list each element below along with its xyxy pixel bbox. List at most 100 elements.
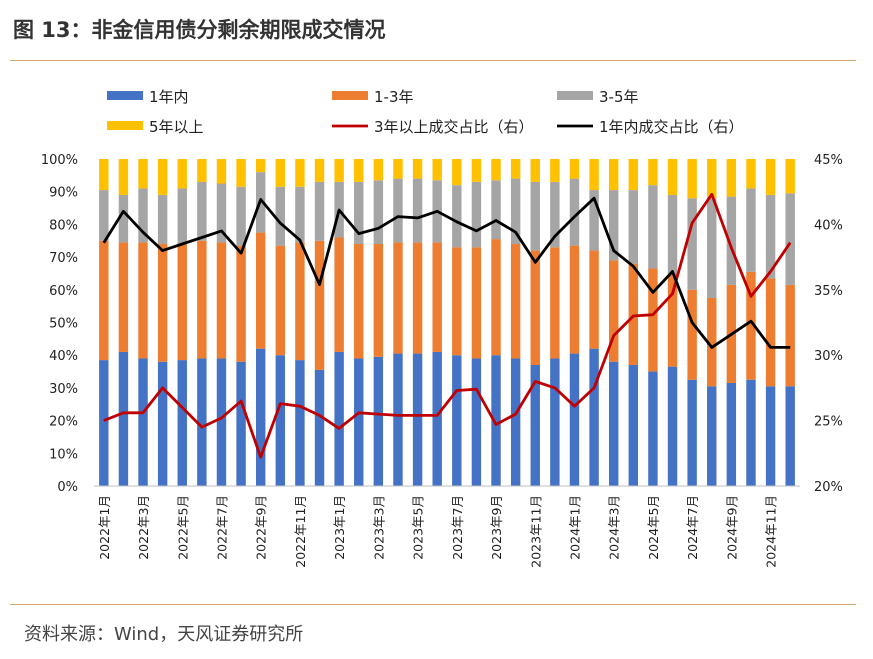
x-tick-label: 2024年9月 bbox=[724, 495, 739, 560]
bar-segment-3 bbox=[393, 178, 403, 243]
bar-segment-2 bbox=[412, 242, 423, 354]
bar-segment-3 bbox=[314, 181, 325, 241]
bar-segment-4 bbox=[608, 159, 619, 191]
bar-segment-3 bbox=[373, 180, 384, 245]
bar-segment-3 bbox=[687, 198, 697, 290]
x-tick-label: 2024年7月 bbox=[685, 495, 700, 560]
x-tick-label: 2022年7月 bbox=[214, 495, 229, 560]
bar-segment-2 bbox=[510, 244, 521, 359]
bar-segment-2 bbox=[530, 250, 540, 366]
bar-segment-4 bbox=[452, 159, 462, 186]
bar-segment-4 bbox=[667, 159, 678, 195]
bar-segment-2 bbox=[255, 232, 266, 349]
bar-segment-3 bbox=[628, 190, 639, 264]
x-tick-label: 2023年3月 bbox=[371, 495, 386, 560]
bar-segment-1 bbox=[530, 365, 540, 486]
bar-segment-3 bbox=[530, 181, 540, 251]
bar-segment-1 bbox=[550, 358, 560, 486]
bar-segment-2 bbox=[236, 245, 246, 362]
bar-segment-3 bbox=[177, 188, 187, 245]
x-tick-label: 2024年5月 bbox=[646, 495, 661, 560]
legend-label: 3年以上成交占比（右） bbox=[374, 118, 534, 136]
bar-segment-1 bbox=[216, 358, 227, 486]
bar-segment-2 bbox=[373, 244, 384, 357]
bar-segment-4 bbox=[314, 159, 325, 182]
bar-segment-3 bbox=[550, 181, 560, 248]
bar-segment-1 bbox=[628, 365, 639, 486]
bar-segment-4 bbox=[393, 159, 403, 179]
bar-segment-1 bbox=[99, 360, 109, 486]
bar-segment-2 bbox=[746, 271, 756, 380]
bar-segment-1 bbox=[197, 358, 207, 486]
bar-segment-2 bbox=[765, 278, 776, 387]
bar-segment-1 bbox=[373, 356, 384, 486]
bar-segment-1 bbox=[510, 358, 521, 486]
bar-segment-2 bbox=[138, 242, 148, 359]
bar-segment-1 bbox=[667, 366, 678, 486]
bar-segment-4 bbox=[255, 159, 266, 173]
y-right-tick-label: 40% bbox=[814, 218, 843, 233]
bar-segment-2 bbox=[667, 273, 678, 367]
bar-segment-2 bbox=[550, 247, 560, 359]
x-tick-label: 2023年5月 bbox=[411, 495, 426, 560]
x-tick-label: 2022年1月 bbox=[97, 495, 112, 560]
bar-segment-1 bbox=[746, 379, 756, 486]
legend-label: 1年内 bbox=[149, 88, 189, 106]
bar-segment-3 bbox=[138, 188, 148, 243]
x-tick-label: 2023年9月 bbox=[489, 495, 504, 560]
bar-segment-1 bbox=[726, 382, 737, 486]
bar-segment-3 bbox=[707, 198, 717, 298]
legend-swatch bbox=[107, 121, 143, 130]
bar-segment-1 bbox=[255, 348, 266, 486]
bar-segment-2 bbox=[569, 245, 580, 354]
bar-segment-2 bbox=[157, 244, 168, 362]
figure-title: 图 13：非金信用债分剩余期限成交情况 bbox=[13, 18, 386, 42]
bar-segment-2 bbox=[197, 240, 207, 359]
y-left-tick-label: 40% bbox=[49, 349, 78, 364]
y-left-tick-label: 0% bbox=[57, 480, 78, 495]
bar-segment-1 bbox=[393, 353, 403, 486]
y-left-tick-label: 90% bbox=[49, 186, 78, 201]
bar-segment-4 bbox=[530, 159, 540, 182]
y-left-tick-label: 20% bbox=[49, 415, 78, 430]
y-right-tick-label: 25% bbox=[814, 415, 843, 430]
bar-segment-2 bbox=[785, 284, 795, 387]
bar-segment-3 bbox=[510, 178, 521, 245]
bar-segment-3 bbox=[608, 190, 619, 261]
bar-segment-1 bbox=[354, 358, 364, 486]
bar-segment-4 bbox=[765, 159, 776, 195]
bar-segment-2 bbox=[707, 297, 717, 387]
bar-segment-1 bbox=[236, 361, 246, 486]
bar-segment-1 bbox=[295, 360, 305, 486]
bar-segment-3 bbox=[648, 185, 658, 269]
bar-segment-1 bbox=[687, 379, 697, 486]
bar-segment-1 bbox=[275, 355, 286, 486]
bar-segment-2 bbox=[687, 289, 697, 380]
y-left-tick-label: 50% bbox=[49, 317, 78, 332]
bar-segment-3 bbox=[412, 178, 423, 243]
bar-segment-2 bbox=[628, 263, 639, 366]
bar-segment-3 bbox=[216, 183, 227, 243]
bar-segment-4 bbox=[510, 159, 521, 179]
bar-segment-3 bbox=[785, 193, 795, 285]
legend-label: 3-5年 bbox=[599, 88, 639, 106]
bar-segment-2 bbox=[589, 250, 599, 349]
y-left-tick-label: 70% bbox=[49, 251, 78, 266]
y-right-tick-label: 20% bbox=[814, 480, 843, 495]
bar-segment-1 bbox=[452, 355, 462, 486]
title-divider bbox=[10, 60, 856, 61]
bar-segment-3 bbox=[471, 181, 482, 248]
bar-segment-4 bbox=[569, 159, 580, 179]
bar-segment-3 bbox=[157, 194, 168, 245]
bar-segment-2 bbox=[452, 247, 462, 356]
bar-segment-4 bbox=[275, 159, 286, 187]
legend-label: 5年以上 bbox=[149, 118, 204, 136]
y-left-tick-label: 30% bbox=[49, 382, 78, 397]
bar-segment-1 bbox=[334, 351, 344, 486]
bar-segment-4 bbox=[334, 159, 344, 182]
y-left-tick-label: 100% bbox=[41, 153, 78, 168]
bar-segment-4 bbox=[491, 159, 501, 181]
bar-segment-3 bbox=[295, 186, 305, 243]
bar-segment-1 bbox=[608, 361, 619, 486]
bar-segment-3 bbox=[746, 188, 756, 272]
